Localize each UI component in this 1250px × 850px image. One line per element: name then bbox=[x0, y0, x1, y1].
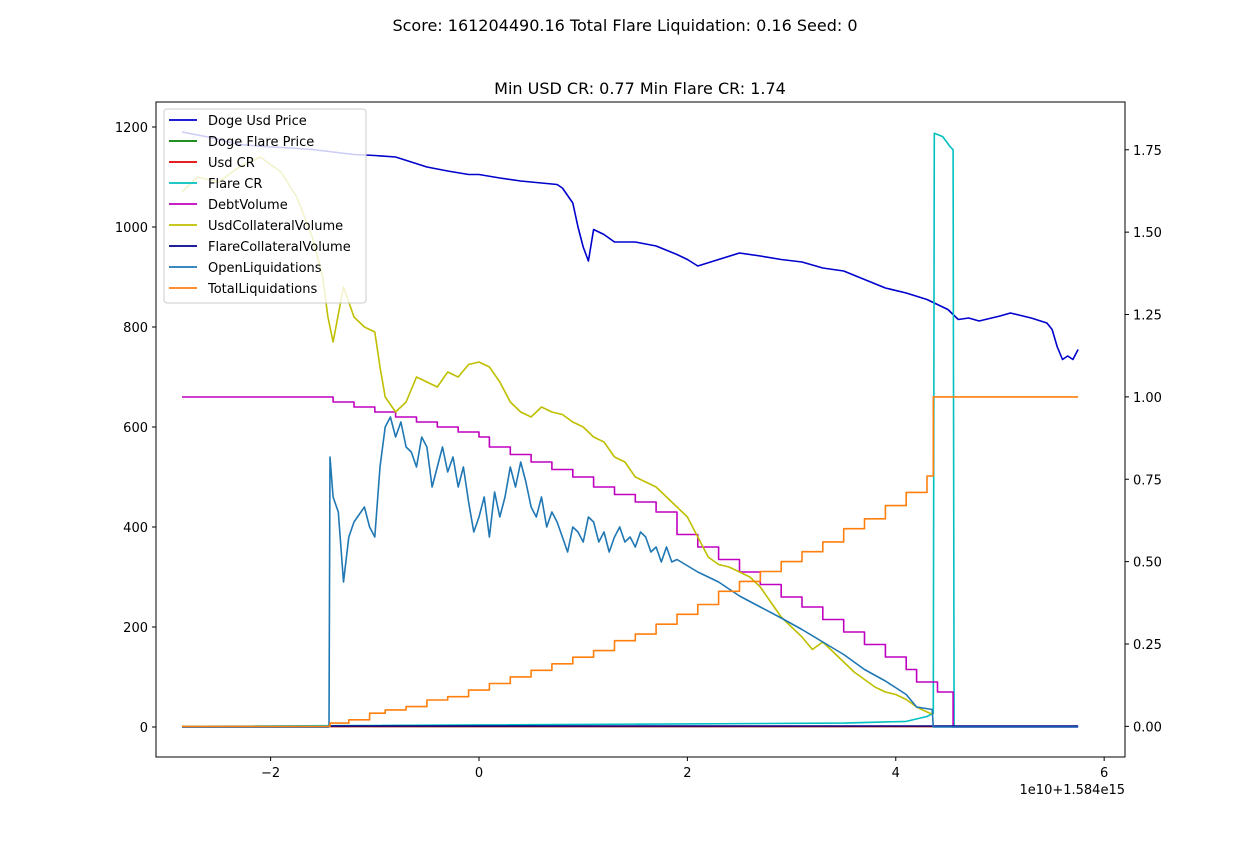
y-axis-right: 0.00 0.25 0.50 0.75 1.00 1.25 1.50 1.75 bbox=[1125, 144, 1162, 735]
y-right-tick-label: 1.00 bbox=[1133, 391, 1162, 406]
x-offset-label: 1e10+1.584e15 bbox=[1020, 783, 1125, 798]
legend-box bbox=[163, 108, 367, 304]
legend-label: Flare CR bbox=[208, 177, 262, 192]
y-left-tick-label: 0 bbox=[140, 721, 148, 736]
y-left-tick-label: 200 bbox=[123, 621, 148, 636]
legend-label: FlareCollateralVolume bbox=[208, 240, 351, 255]
y-right-tick-label: 0.25 bbox=[1133, 638, 1162, 653]
y-right-tick-label: 0.00 bbox=[1133, 720, 1162, 735]
series-line-debt-volume bbox=[182, 396, 1079, 728]
series-line-open-liquidations bbox=[182, 416, 1079, 728]
x-tick-label: −2 bbox=[261, 766, 280, 781]
legend-label: Doge Flare Price bbox=[208, 135, 314, 150]
y-left-tick-label: 600 bbox=[123, 421, 148, 436]
legend-label: Usd CR bbox=[208, 156, 255, 171]
series-line-doge-usd-price bbox=[181, 131, 1079, 361]
y-left-tick-label: 800 bbox=[123, 321, 148, 336]
y-right-tick-label: 1.75 bbox=[1133, 144, 1162, 159]
y-right-tick-label: 1.50 bbox=[1133, 226, 1162, 241]
y-right-tick-label: 0.50 bbox=[1133, 556, 1162, 571]
legend: Doge Usd Price Doge Flare Price Usd CR Flar… bbox=[163, 108, 367, 304]
x-tick-label: 6 bbox=[1100, 766, 1108, 781]
x-tick-label: 4 bbox=[892, 766, 900, 781]
y-right-tick-label: 1.25 bbox=[1133, 309, 1162, 324]
series-line-flare-cr bbox=[181, 132, 1079, 728]
legend-label: DebtVolume bbox=[208, 198, 288, 213]
legend-label: Doge Usd Price bbox=[208, 114, 307, 129]
y-left-tick-label: 400 bbox=[123, 521, 148, 536]
series-line-total-liquidations bbox=[182, 396, 1079, 728]
x-axis: −2 0 2 4 6 bbox=[261, 757, 1108, 781]
y-left-tick-label: 1000 bbox=[115, 221, 148, 236]
legend-label: UsdCollateralVolume bbox=[208, 219, 343, 234]
legend-label: OpenLiquidations bbox=[208, 261, 322, 276]
series-layer bbox=[181, 131, 1079, 728]
legend-label: TotalLiquidations bbox=[207, 282, 317, 297]
x-tick-label: 0 bbox=[475, 766, 483, 781]
y-axis-left: 0 200 400 600 800 1000 1200 bbox=[115, 121, 156, 736]
y-left-tick-label: 1200 bbox=[115, 121, 148, 136]
plot-frame bbox=[155, 101, 1126, 758]
chart-suptitle: Score: 161204490.16 Total Flare Liquidat… bbox=[392, 16, 857, 35]
y-right-tick-label: 0.75 bbox=[1133, 473, 1162, 488]
chart-title: Min USD CR: 0.77 Min Flare CR: 1.74 bbox=[494, 79, 786, 98]
x-tick-label: 2 bbox=[683, 766, 691, 781]
